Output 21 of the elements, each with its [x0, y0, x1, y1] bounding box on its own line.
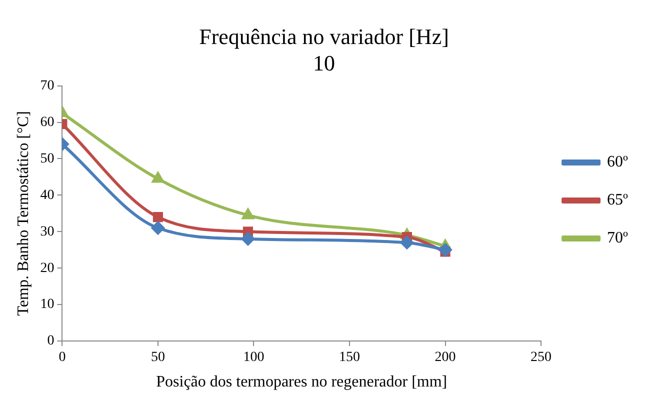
- y-tick-label: 30: [40, 224, 54, 240]
- y-tick-label: 70: [40, 78, 54, 94]
- x-axis-title: Posição dos termopares no regenerador [mm]: [156, 374, 448, 391]
- y-axis-title: Temp. Banho Termostático [°C]: [14, 111, 32, 316]
- y-tick-label: 20: [40, 260, 54, 276]
- x-tick-label: 250: [530, 350, 552, 366]
- x-tick-label: 0: [58, 350, 66, 366]
- y-tick-label: 0: [47, 334, 54, 349]
- text: Frequência no variador [Hz]: [199, 24, 449, 49]
- y-tick-label: 40: [40, 188, 54, 203]
- legend-label: 65º: [607, 192, 628, 209]
- x-tick-label: 100: [243, 350, 264, 366]
- x-tick-label: 50: [150, 350, 165, 366]
- y-tick-label: 60: [40, 114, 54, 130]
- y-tick-label: 50: [40, 151, 54, 166]
- x-tick-label: 150: [339, 350, 360, 366]
- y-tick-label: 10: [40, 297, 54, 312]
- x-tick-label: 200: [434, 350, 456, 366]
- legend-label: 60º: [607, 154, 628, 171]
- text: 10: [313, 50, 335, 76]
- legend-label: 70º: [607, 230, 628, 247]
